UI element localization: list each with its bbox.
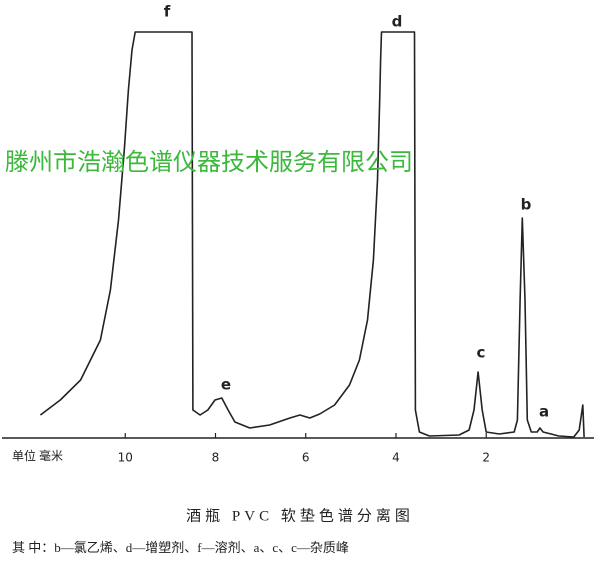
x-tick-label: 10: [118, 451, 133, 465]
x-tick-label: 6: [302, 451, 310, 465]
peak-label: b: [521, 196, 532, 214]
x-tick-label: 8: [212, 451, 220, 465]
x-tick-label: 4: [392, 451, 400, 465]
note: 其 中：b—氯乙烯、d—增塑剂、f—溶剂、a、c、c—杂质峰: [12, 540, 349, 555]
peak-label: f: [164, 3, 171, 21]
watermark: 滕州市浩瀚色谱仪器技术服务有限公司: [5, 148, 413, 176]
peak-label: c: [477, 344, 486, 362]
caption: 酒瓶 PVC 软垫色谱分离图: [186, 507, 414, 524]
trace: [39, 31, 585, 438]
peak-label: e: [221, 376, 231, 394]
x-axis-label: 单位 毫米: [12, 448, 63, 463]
x-tick-label: 2: [482, 451, 490, 465]
peak-label: a: [539, 403, 549, 421]
peak-label: d: [392, 13, 403, 31]
